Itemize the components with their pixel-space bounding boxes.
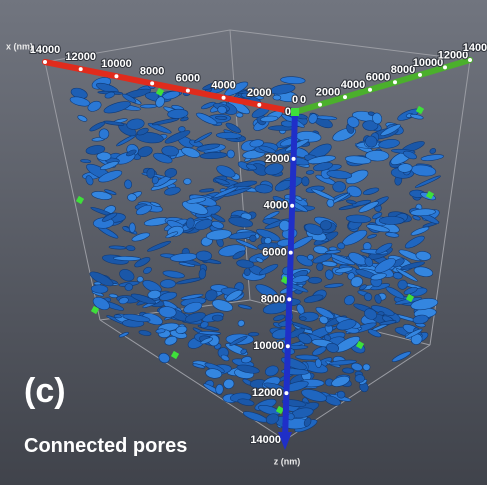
tick-label: 0 <box>300 94 306 106</box>
pore <box>137 276 144 282</box>
tick-mark <box>443 65 447 69</box>
tick-label: 4000 <box>264 200 288 212</box>
tick-label: 8000 <box>261 293 285 305</box>
pore <box>127 193 136 201</box>
tick-mark <box>43 60 47 64</box>
tick-mark <box>393 80 397 84</box>
tick-label: 0 <box>285 106 291 118</box>
pore <box>333 182 346 193</box>
pore <box>250 235 257 242</box>
pore <box>129 223 135 233</box>
axis-label: z (nm) <box>274 456 301 466</box>
pore <box>160 280 175 288</box>
tick-label: 6000 <box>176 72 200 84</box>
pore <box>178 126 185 132</box>
pore <box>273 95 281 101</box>
tick-label: 10000 <box>101 58 132 70</box>
pore <box>140 104 157 108</box>
tick-label: 14000 <box>30 44 61 56</box>
tick-mark <box>286 344 290 348</box>
pore <box>337 242 345 249</box>
tick-mark <box>292 157 296 161</box>
tick-mark <box>287 297 291 301</box>
tick-label: 10000 <box>253 340 284 352</box>
tick-mark <box>318 103 322 107</box>
pore <box>300 317 307 321</box>
tick-mark <box>290 204 294 208</box>
pore <box>212 315 223 321</box>
pore <box>379 217 404 225</box>
tick-mark <box>468 58 472 62</box>
tick-mark <box>114 74 118 78</box>
pore <box>113 256 140 261</box>
tick-mark <box>368 88 372 92</box>
scene: 02000400060008000100001200014000x (nm)02… <box>0 0 487 485</box>
tick-label: 4000 <box>341 79 365 91</box>
tick-mark <box>222 96 226 100</box>
axis-label: x (nm) <box>6 41 33 51</box>
pore <box>236 113 243 118</box>
tick-label: 14000 <box>250 434 281 446</box>
pore <box>337 391 345 399</box>
caption: Connected pores <box>24 435 187 457</box>
pore <box>196 251 212 261</box>
tick-mark <box>284 391 288 395</box>
tick-mark <box>79 67 83 71</box>
tick-label: 6000 <box>366 72 390 84</box>
tick-label: 2000 <box>316 86 340 98</box>
tick-mark <box>186 89 190 93</box>
pore <box>308 277 322 283</box>
pore <box>306 170 314 174</box>
tick-label: 0 <box>292 94 298 106</box>
tick-label: 2000 <box>265 153 289 165</box>
tick-label: 6000 <box>262 246 286 258</box>
tick-mark <box>289 251 293 255</box>
tick-mark <box>418 73 422 77</box>
tick-label: 12000 <box>65 51 96 63</box>
tick-label: 2000 <box>247 87 271 99</box>
tick-mark <box>150 81 154 85</box>
tick-label: 14000 <box>463 42 487 54</box>
tick-label: 8000 <box>140 65 164 77</box>
pore <box>183 178 191 185</box>
pore <box>244 268 250 275</box>
origin-marker <box>291 108 299 116</box>
pore <box>315 359 322 368</box>
tick-mark <box>343 95 347 99</box>
pore <box>363 364 371 371</box>
pore <box>307 254 314 260</box>
panel-label: (c) <box>24 372 66 410</box>
pore <box>114 314 122 318</box>
pore <box>227 150 235 158</box>
tick-label: 4000 <box>211 80 235 92</box>
tick-label: 12000 <box>252 387 283 399</box>
pore <box>355 375 365 383</box>
tick-label: 8000 <box>391 64 415 76</box>
tick-mark <box>257 103 261 107</box>
